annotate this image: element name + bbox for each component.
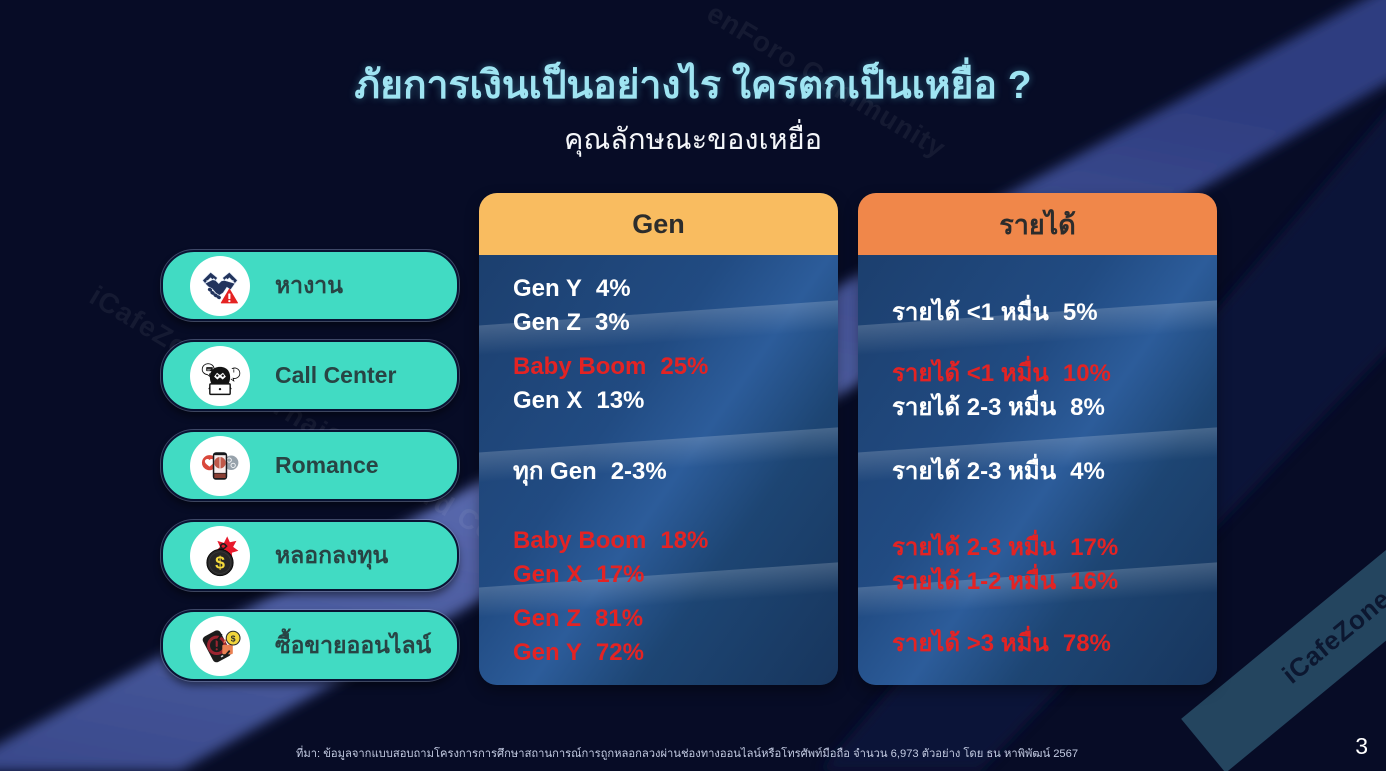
svg-text:$: $ xyxy=(231,633,236,643)
svg-text:i: i xyxy=(233,369,235,375)
svg-text:$: $ xyxy=(215,552,225,572)
